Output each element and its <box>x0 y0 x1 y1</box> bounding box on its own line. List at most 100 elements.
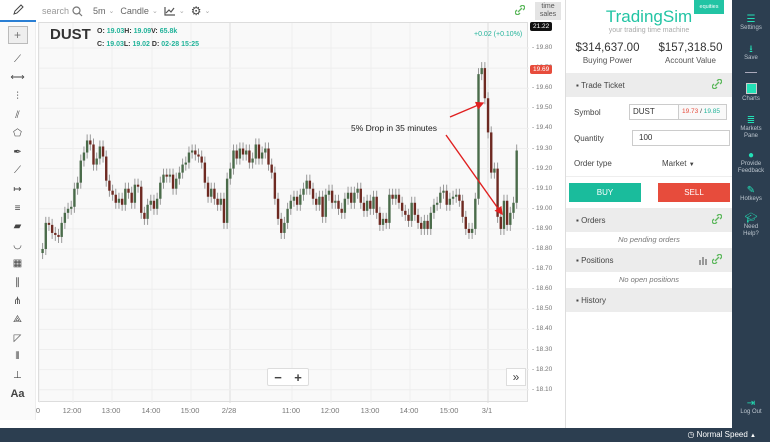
text-tool[interactable]: Aa <box>0 385 35 404</box>
y-tick: - 18.80 <box>532 245 553 252</box>
save-button[interactable]: ⭳ Save <box>732 44 770 62</box>
measure-icon: ↦ <box>13 183 22 195</box>
x-tick: 11:00 <box>281 406 301 415</box>
orders-header[interactable]: ▪ Orders <box>566 208 732 232</box>
vertical-line-icon: ⫶ <box>16 90 19 102</box>
brush-tool[interactable]: ✒ <box>0 143 35 162</box>
charts-icon <box>745 83 757 94</box>
link-icon[interactable] <box>712 79 722 89</box>
logout-button[interactable]: ⇥ Log Out <box>732 398 770 416</box>
ray-tool[interactable]: ⟋ <box>0 162 35 181</box>
help-button[interactable]: 🎓︎ Need Help? <box>732 213 770 238</box>
indicators-button[interactable]: ⌄ <box>164 6 185 16</box>
link-icon[interactable] <box>712 254 722 264</box>
trend-line-icon: ⟋ <box>14 53 21 65</box>
link-icon[interactable] <box>712 214 722 224</box>
sell-button[interactable]: SELL <box>658 183 730 202</box>
interval-select[interactable]: 5m ⌄ <box>93 6 115 16</box>
charts-button[interactable]: Charts <box>732 83 770 103</box>
ray-icon: ⟋ <box>14 165 21 177</box>
markets-pane-button[interactable]: ≣ Markets Pane <box>732 115 770 140</box>
angle-tool[interactable]: ◸ <box>0 329 35 348</box>
gann-fan-tool[interactable]: ⟁ <box>0 310 35 329</box>
x-tick: 13:00 <box>101 406 121 415</box>
scroll-to-latest-button[interactable]: » <box>506 368 526 386</box>
symbol-input[interactable]: DUST <box>629 104 679 120</box>
ruler-icon: ⊥ <box>13 369 22 381</box>
trading-sidebar: equities TradingSim your trading time ma… <box>565 0 732 428</box>
positions-header[interactable]: ▪ Positions <box>566 248 732 272</box>
gear-icon: ⚙ <box>190 4 202 18</box>
quantity-label: Quantity <box>574 133 604 143</box>
text-icon: Aa <box>10 387 25 400</box>
menu-icon: ☰ <box>746 14 756 25</box>
y-tick: - 18.90 <box>532 224 553 232</box>
eraser-tool[interactable]: ▰ <box>0 217 35 236</box>
parallel-channel-icon: ⫽ <box>15 109 20 121</box>
y-tick: - 18.70 <box>532 265 553 273</box>
zoom-out-button[interactable]: − <box>274 369 282 385</box>
chart-symbol: DUST <box>50 26 91 43</box>
list-icon: ≣ <box>746 115 756 126</box>
vertical-lines-tool[interactable]: ∥ <box>0 273 35 292</box>
time-sales-button[interactable]: time sales <box>535 2 561 20</box>
speed-control[interactable]: ◷ Normal Speed ▲ <box>687 430 756 439</box>
status-bar: ◷ Normal Speed ▲ <box>0 428 770 442</box>
vertical-line-tool[interactable]: ⫶ <box>0 87 35 106</box>
hotkeys-button[interactable]: ✎ Hotkeys <box>732 185 770 203</box>
price-change: +0.02 (+0.10%) <box>474 31 523 38</box>
ruler-tool[interactable]: ⊥ <box>0 366 35 385</box>
zoom-controls: − + <box>267 368 309 386</box>
zoom-in-button[interactable]: + <box>294 369 302 385</box>
drawing-toolbar: + ⟋ ⟷ ⫶ ⫽ ⬠ ✒ ⟋ ↦ ≡ ▰ ◡ ▦ ∥ ⋔ ⟁ ◸ ⦀ ⊥ Aa <box>0 22 36 420</box>
horizontal-lines-tool[interactable]: ≡ <box>0 199 35 218</box>
price-axis[interactable]: - 19.80- 19.70- 19.60- 19.50- 19.40- 19.… <box>528 22 563 402</box>
fib-grid-tool[interactable]: ▦ <box>0 255 35 274</box>
chart-panel: search 5m ⌄ Candle ⌄ ⌄ ⚙ ⌄ time sales + ⟋ ⟷ ⫶ ⫽… <box>0 0 563 420</box>
time-axis[interactable]: 0 12:00 13:00 14:00 15:00 2/28 11:00 12:00 13:00… <box>35 403 528 419</box>
order-type-label: Order type <box>574 159 612 168</box>
x-tick: 0 <box>35 406 41 415</box>
measure-tool[interactable]: ↦ <box>0 180 35 199</box>
y-tick: - 19.20 <box>532 164 553 172</box>
link-icon[interactable] <box>515 5 525 15</box>
parallel-channel-tool[interactable]: ⫽ <box>0 106 35 125</box>
settings-button[interactable]: ☰ Settings <box>732 14 770 32</box>
feedback-button[interactable]: ● Provide Feedback <box>732 150 770 175</box>
draw-tool-button[interactable] <box>0 0 36 22</box>
buy-button[interactable]: BUY <box>569 183 641 202</box>
y-tick: - 19.50 <box>532 104 553 112</box>
x-tick: 15:00 <box>180 406 200 415</box>
download-icon: ⭳ <box>749 44 753 55</box>
arc-tool[interactable]: ◡ <box>0 236 35 255</box>
cycle-lines-tool[interactable]: ⦀ <box>0 348 35 367</box>
chart-type-select[interactable]: Candle ⌄ <box>120 6 158 16</box>
y-tick: - 19.40 <box>532 124 553 132</box>
y-tick: - 19.60 <box>532 84 553 92</box>
crosshair-tool[interactable]: + <box>7 26 28 44</box>
y-tick: - 18.40 <box>532 325 553 333</box>
y-tick: - 19.80 <box>532 44 553 51</box>
trade-ticket-header[interactable]: ▪ Trade Ticket <box>566 73 732 97</box>
history-header[interactable]: ▪ History <box>566 288 732 312</box>
search-field[interactable]: search <box>42 5 83 17</box>
horizontal-ray-tool[interactable]: ⟷ <box>0 69 35 88</box>
pitchfork-tool[interactable]: ⋔ <box>0 292 35 311</box>
caret-down-icon: ▼ <box>688 162 695 168</box>
quantity-input[interactable]: 100 <box>632 130 730 146</box>
buying-power-label: Buying Power <box>582 56 633 65</box>
trend-line-tool[interactable]: ⟋ <box>0 50 35 69</box>
price-chart[interactable] <box>38 22 529 403</box>
ohlc-line-2: C: 19.03L: 19.02 D: 02-28 15:25 <box>97 41 200 48</box>
shape-tool[interactable]: ⬠ <box>0 124 35 143</box>
clock-icon: ◷ <box>687 430 695 439</box>
x-tick: 15:00 <box>439 406 459 415</box>
chart-settings-button[interactable]: ⚙ ⌄ <box>191 4 211 18</box>
annotation-text: 5% Drop in 35 minutes <box>351 123 437 133</box>
horizontal-ray-icon: ⟷ <box>10 72 25 84</box>
bar-chart-icon[interactable] <box>698 255 708 265</box>
order-type-select[interactable]: Market ▼ <box>662 159 695 168</box>
y-tick: - 18.60 <box>532 285 553 293</box>
edit-icon: ✎ <box>746 185 756 196</box>
chevron-down-icon: ⌄ <box>108 8 115 15</box>
